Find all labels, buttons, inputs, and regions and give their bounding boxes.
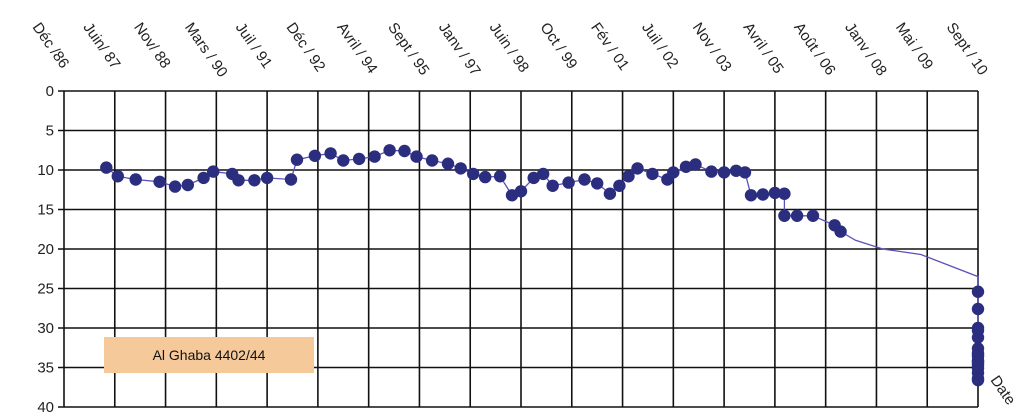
data-point: [153, 175, 166, 188]
y-tick-label: 35: [37, 360, 54, 377]
x-axis-label: Date: [987, 373, 1019, 409]
x-tick-label: Nov / 03: [689, 20, 735, 76]
data-point: [971, 331, 985, 344]
data-point: [232, 174, 245, 187]
y-axis-tick-labels: 0 5 10 15 20 25 30 35 40: [37, 83, 54, 416]
x-tick-label: Juil / 02: [638, 20, 682, 72]
data-point: [717, 166, 731, 179]
y-tick-label: 10: [37, 162, 54, 179]
x-tick-label: Janv / 08: [841, 20, 890, 80]
data-point: [562, 176, 575, 189]
x-axis-tick-labels: Déc /86 Juin/ 87 Nov/ 88 Mars / 90 Juil / 91…: [29, 20, 991, 81]
data-point: [100, 161, 113, 174]
data-point: [111, 170, 125, 183]
data-points: [100, 144, 985, 387]
data-point: [667, 166, 680, 179]
data-point: [398, 144, 411, 158]
data-point: [806, 209, 820, 222]
x-tick-label: Avril / 05: [740, 20, 787, 77]
annotation-box-bg: [104, 337, 314, 373]
data-point: [308, 149, 322, 162]
data-point: [603, 187, 617, 200]
x-tick-label: Juin / 98: [486, 20, 532, 76]
data-point: [679, 160, 693, 173]
data-point: [631, 162, 644, 175]
data-point: [181, 178, 194, 192]
data-point: [578, 173, 591, 186]
data-point: [260, 171, 274, 185]
y-tick-label: 0: [46, 83, 54, 100]
data-point: [768, 186, 782, 200]
data-point: [689, 158, 702, 171]
data-point: [971, 302, 985, 316]
x-tick-label: Sept / 10: [943, 20, 991, 79]
x-tick-label: Juin/ 87: [80, 20, 124, 73]
data-point: [290, 153, 304, 166]
x-tick-label: Janv / 97: [435, 20, 484, 80]
data-point: [971, 285, 985, 298]
data-point: [613, 179, 626, 192]
data-point: [756, 188, 770, 201]
data-point: [537, 167, 550, 181]
data-point: [454, 162, 467, 175]
data-point: [705, 165, 718, 178]
data-point: [778, 209, 791, 222]
data-point: [248, 174, 261, 187]
data-point: [197, 171, 210, 185]
y-tick-label: 20: [37, 241, 54, 258]
data-point: [834, 225, 847, 238]
data-point: [324, 147, 337, 160]
data-point: [778, 187, 791, 200]
data-point: [467, 167, 480, 181]
x-tick-label: Sept / 95: [384, 20, 432, 79]
connector-polyline: [840, 231, 979, 309]
y-tick-label: 40: [37, 399, 54, 416]
y-tick-label: 15: [37, 202, 54, 219]
x-tick-label: Mars / 90: [181, 20, 231, 81]
data-point: [790, 209, 804, 222]
x-tick-label: Déc /86: [29, 20, 73, 72]
annotation-text: Al Ghaba 4402/44: [153, 347, 266, 363]
x-tick-label: Oct / 99: [537, 20, 581, 73]
data-point: [368, 150, 381, 163]
data-point: [383, 144, 396, 157]
data-point: [591, 177, 604, 190]
annotation-box: Al Ghaba 4402/44: [104, 337, 314, 373]
data-point: [352, 152, 366, 166]
data-point: [337, 154, 350, 167]
data-point: [441, 157, 455, 170]
data-point: [207, 165, 220, 178]
data-point: [527, 171, 540, 185]
data-point: [425, 154, 439, 167]
x-tick-label: Août / 06: [790, 20, 838, 79]
data-point: [646, 167, 659, 181]
x-tick-label: Juil / 91: [232, 20, 276, 72]
data-point: [284, 173, 298, 186]
x-tick-label: Mai / 09: [892, 20, 937, 73]
x-tick-label: Fév / 01: [587, 20, 632, 74]
data-point: [129, 173, 142, 186]
x-tick-label: Nov/ 88: [130, 20, 174, 72]
data-point: [168, 180, 182, 193]
x-tick-label: Avril / 94: [333, 20, 380, 77]
data-point: [971, 358, 985, 372]
data-point: [622, 170, 635, 183]
data-point: [479, 170, 492, 184]
y-tick-label: 5: [46, 123, 54, 140]
x-tick-label: Déc / 92: [283, 20, 329, 76]
data-point: [514, 185, 528, 198]
data-point: [493, 170, 507, 183]
data-point: [410, 150, 423, 163]
y-tick-label: 30: [37, 320, 54, 337]
data-point: [738, 166, 752, 179]
y-tick-label: 25: [37, 281, 54, 298]
data-point: [744, 189, 758, 202]
data-point: [546, 179, 559, 192]
